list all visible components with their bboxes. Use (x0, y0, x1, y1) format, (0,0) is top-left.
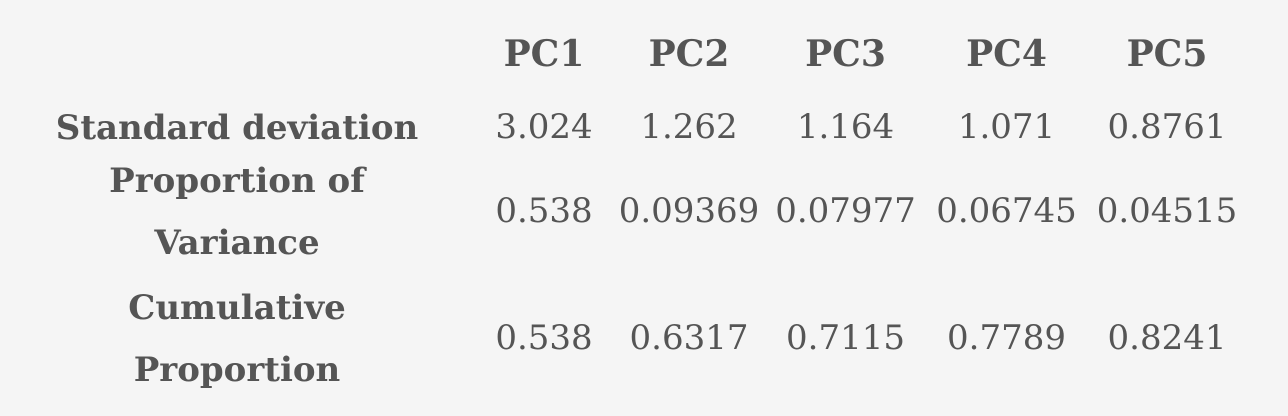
table-cell: 0.09369 (618, 190, 760, 231)
table-cell: 1.164 (796, 107, 895, 148)
table-cell: 3.024 (495, 107, 593, 148)
table-cell: 0.7115 (786, 318, 905, 359)
table-cell: 0.538 (495, 190, 593, 231)
table-cell: 1.262 (640, 107, 738, 148)
row-label-cumulative-proportion: Cumulative Proportion (128, 288, 346, 390)
table-cell: 0.04515 (1096, 190, 1238, 231)
table-cell: 0.8761 (1107, 107, 1227, 148)
row-label-proportion-of-variance: Proportion of Variance (109, 160, 365, 263)
table-cell: 0.07977 (775, 190, 916, 231)
row-label-standard-deviation: Standard deviation (55, 108, 419, 148)
table-cell: 0.538 (495, 318, 593, 359)
table-cell: 0.7789 (947, 318, 1066, 359)
column-header-pc2: PC2 (648, 32, 730, 75)
column-header-pc1: PC1 (503, 32, 585, 75)
table-cell: 0.8241 (1107, 318, 1227, 359)
table-cell: 1.071 (957, 107, 1056, 148)
table-cell: 0.06745 (936, 190, 1077, 231)
column-header-pc4: PC4 (966, 32, 1047, 75)
column-header-pc5: PC5 (1126, 32, 1208, 75)
table-cell: 0.6317 (629, 318, 749, 359)
column-header-pc3: PC3 (805, 32, 886, 75)
